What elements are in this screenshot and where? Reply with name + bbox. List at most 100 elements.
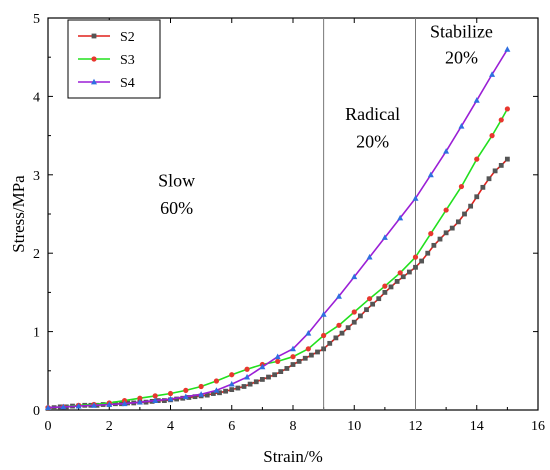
stage-percent: 20% bbox=[356, 131, 389, 151]
data-point-S2 bbox=[204, 392, 210, 398]
stage-label: Radical bbox=[345, 104, 400, 124]
data-point-S2 bbox=[180, 395, 186, 401]
data-point-S2 bbox=[174, 396, 180, 402]
data-point-S2 bbox=[400, 274, 406, 280]
data-point-S3 bbox=[498, 117, 504, 123]
data-point-S2 bbox=[290, 362, 296, 367]
data-point-S2 bbox=[394, 279, 400, 284]
data-point-S3 bbox=[213, 378, 220, 384]
data-point-S4 bbox=[91, 78, 97, 85]
data-point-S2 bbox=[315, 349, 320, 355]
data-point-S4 bbox=[182, 393, 189, 400]
data-point-S3 bbox=[504, 106, 510, 112]
data-point-S2 bbox=[351, 319, 357, 325]
data-point-S4 bbox=[351, 273, 358, 280]
data-point-S2 bbox=[186, 395, 192, 400]
data-point-S3 bbox=[183, 387, 189, 393]
stage-percent: 20% bbox=[445, 47, 478, 67]
data-point-S3 bbox=[244, 366, 250, 372]
y-tick-label: 5 bbox=[33, 12, 40, 27]
data-point-S2 bbox=[345, 325, 351, 331]
data-point-S2 bbox=[259, 377, 265, 382]
data-point-S2 bbox=[321, 346, 327, 352]
y-axis-title: Stress/MPa bbox=[9, 175, 28, 253]
data-point-S2 bbox=[327, 340, 333, 346]
series-S2 bbox=[45, 156, 510, 411]
data-point-S2 bbox=[192, 394, 198, 400]
x-tick-label: 8 bbox=[290, 419, 297, 434]
data-point-S3 bbox=[167, 390, 174, 397]
data-point-S4 bbox=[228, 380, 235, 387]
data-point-S3 bbox=[305, 346, 311, 352]
data-point-S2 bbox=[253, 379, 259, 385]
data-point-S3 bbox=[229, 372, 235, 378]
data-point-S3 bbox=[458, 183, 465, 190]
x-tick-label: 0 bbox=[45, 419, 52, 434]
data-point-S2 bbox=[370, 301, 376, 307]
data-point-S2 bbox=[278, 369, 284, 374]
data-point-S2 bbox=[247, 381, 253, 387]
data-point-S2 bbox=[223, 388, 229, 394]
data-point-S2 bbox=[364, 307, 369, 313]
series-layer bbox=[45, 46, 511, 411]
data-point-S4 bbox=[60, 403, 67, 410]
series-line-S2 bbox=[47, 158, 508, 410]
data-point-S2 bbox=[413, 264, 418, 270]
data-point-S2 bbox=[504, 156, 510, 162]
data-point-S2 bbox=[474, 194, 480, 200]
data-point-S2 bbox=[376, 296, 382, 302]
data-point-S4 bbox=[397, 214, 404, 221]
data-point-S3 bbox=[474, 156, 480, 162]
data-point-S4 bbox=[121, 400, 128, 407]
x-tick-label: 14 bbox=[470, 419, 484, 434]
data-point-S4 bbox=[458, 122, 465, 129]
annotations: Slow 60% Radical 20% Stabilize 20% bbox=[158, 22, 493, 218]
data-point-S2 bbox=[425, 250, 431, 256]
x-axis-title: Strain/% bbox=[263, 447, 323, 466]
data-point-S2 bbox=[217, 390, 222, 396]
data-point-S4 bbox=[412, 195, 419, 201]
data-point-S4 bbox=[381, 234, 388, 240]
data-point-S3 bbox=[443, 207, 449, 213]
data-point-S4 bbox=[136, 398, 143, 405]
data-point-S3 bbox=[351, 309, 357, 315]
series-line-S3 bbox=[47, 108, 509, 409]
data-point-S4 bbox=[198, 391, 205, 397]
data-point-S3 bbox=[91, 56, 97, 62]
data-point-S4 bbox=[152, 397, 159, 403]
data-point-S3 bbox=[336, 322, 342, 328]
data-point-S3 bbox=[428, 231, 434, 237]
data-point-S4 bbox=[305, 329, 312, 336]
data-point-S4 bbox=[106, 401, 113, 407]
data-point-S2 bbox=[468, 203, 474, 209]
data-point-S3 bbox=[321, 332, 327, 339]
data-point-S2 bbox=[437, 236, 443, 242]
x-tick-label: 10 bbox=[347, 419, 361, 434]
data-point-S4 bbox=[90, 402, 97, 408]
stage-label: Stabilize bbox=[430, 22, 493, 42]
data-point-S3 bbox=[366, 296, 373, 302]
data-point-S3 bbox=[290, 354, 296, 360]
data-point-S2 bbox=[419, 258, 425, 264]
data-point-S4 bbox=[244, 373, 251, 380]
data-point-S2 bbox=[406, 269, 412, 275]
legend-label-S4: S4 bbox=[120, 76, 135, 91]
legend: S2 S3 S4 bbox=[67, 19, 161, 99]
data-point-S4 bbox=[75, 402, 82, 409]
data-point-S2 bbox=[235, 385, 241, 391]
data-point-S2 bbox=[443, 230, 449, 236]
x-tick-label: 2 bbox=[106, 419, 113, 434]
data-point-S2 bbox=[296, 358, 302, 364]
legend-label-S2: S2 bbox=[120, 30, 135, 45]
y-tick-label: 1 bbox=[33, 326, 40, 341]
data-point-S3 bbox=[397, 270, 403, 276]
y-tick-label: 2 bbox=[33, 247, 40, 262]
y-tick-label: 0 bbox=[33, 404, 40, 419]
data-point-S4 bbox=[335, 293, 342, 299]
data-point-S2 bbox=[241, 384, 247, 389]
data-point-S4 bbox=[443, 148, 450, 154]
data-point-S3 bbox=[275, 358, 281, 364]
data-point-S2 bbox=[308, 352, 314, 358]
